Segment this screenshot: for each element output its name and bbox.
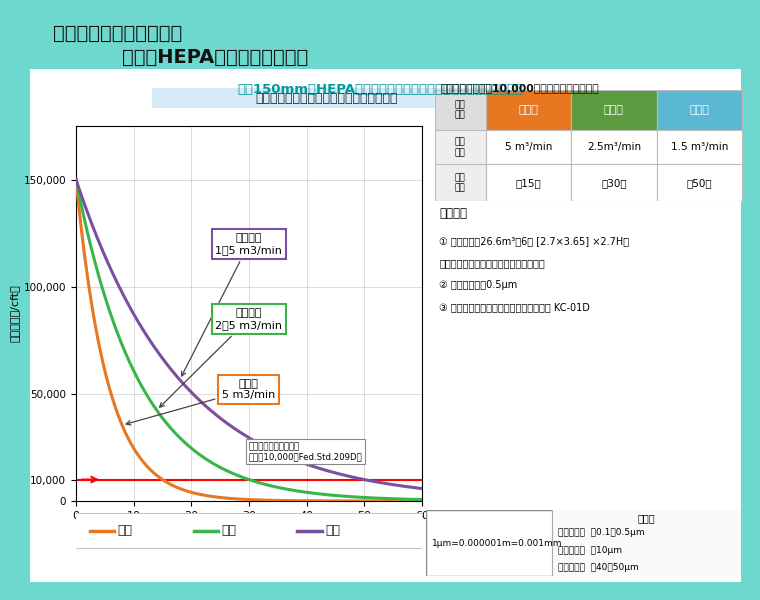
Text: 標準運転
2．5 m3/min: 標準運転 2．5 m3/min: [160, 308, 283, 407]
Text: ① 室内容積＝26.6m³（6畏 [2.7×3.65] ×2.7H）: ① 室内容積＝26.6m³（6畏 [2.7×3.65] ×2.7H）: [439, 236, 629, 246]
Text: 所要
時間: 所要 時間: [454, 173, 465, 193]
Text: 急運転
5 m3/min: 急運転 5 m3/min: [126, 379, 276, 425]
Bar: [486, 130, 571, 164]
Text: 髪の毛　　  ＝40～50μm: 髪の毛 ＝40～50μm: [558, 563, 639, 572]
Bar: [571, 130, 657, 164]
Text: 急速時: 急速時: [518, 105, 538, 115]
Text: ③ 使用計測器：パーティクルカウンター KC-01D: ③ 使用計測器：パーティクルカウンター KC-01D: [439, 302, 591, 313]
Text: （換気無し。無人密閉室内にて測定）: （換気無し。無人密閉室内にて測定）: [439, 258, 545, 268]
Bar: [571, 164, 657, 201]
Bar: [486, 164, 571, 201]
Text: 参考値: 参考値: [638, 514, 655, 523]
Text: 5 m³/min: 5 m³/min: [505, 142, 552, 152]
Text: 静音時: 静音時: [689, 105, 709, 115]
Text: 2.5m³/min: 2.5m³/min: [587, 142, 641, 152]
Bar: [435, 130, 486, 164]
X-axis label: 時間（min）: 時間（min）: [222, 525, 276, 538]
Text: 標準時: 標準時: [604, 105, 624, 115]
Text: 絀30分: 絀30分: [601, 178, 627, 188]
Text: 1μm=0.000001m=0.001mm: 1μm=0.000001m=0.001mm: [432, 539, 562, 547]
Bar: [657, 130, 743, 164]
Text: ② 粒子サイズ：0.5μm: ② 粒子サイズ：0.5μm: [439, 280, 518, 290]
Bar: [571, 90, 657, 130]
FancyBboxPatch shape: [117, 86, 537, 110]
Bar: [552, 510, 741, 576]
Text: 静音: 静音: [325, 524, 340, 538]
Text: タバコの煙  ＝0.1～0.5μm: タバコの煙 ＝0.1～0.5μm: [558, 529, 644, 538]
Bar: [435, 90, 486, 130]
FancyBboxPatch shape: [426, 510, 741, 576]
Bar: [657, 90, 743, 130]
Text: クリーンルーム使用品と: クリーンルーム使用品と: [53, 24, 182, 43]
Text: 花粉　　　  ＝10μm: 花粉 ＝10μm: [558, 545, 622, 554]
Bar: [486, 90, 571, 130]
Text: 空清
風量: 空清 風量: [454, 137, 465, 157]
FancyBboxPatch shape: [62, 513, 435, 549]
Text: 厚さ150mmのHEPAフィルタで微生物、花粉、塵埃を捕集します。: 厚さ150mmのHEPAフィルタで微生物、花粉、塵埃を捕集します。: [237, 83, 523, 96]
Text: 静音運転
1．5 m3/min: 静音運転 1．5 m3/min: [182, 233, 282, 376]
Text: 室内の実測による粒子数の減衰特性データ: 室内の実測による粒子数の減衰特性データ: [255, 92, 398, 105]
Text: 空清風量とクラス10,000に到達するまでの時間: 空清風量とクラス10,000に到達するまでの時間: [441, 84, 600, 94]
Text: 急速: 急速: [118, 524, 132, 538]
Text: 1.5 m³/min: 1.5 m³/min: [671, 142, 728, 152]
Text: 測定条件: 測定条件: [439, 207, 467, 220]
Text: 空清
風量: 空清 風量: [454, 100, 465, 119]
Text: クリーンルームレベル
クラス10,000（Fed.Std.209D）: クリーンルームレベル クラス10,000（Fed.Std.209D）: [249, 442, 363, 461]
Text: 絀50分: 絀50分: [686, 178, 712, 188]
Text: 標準: 標準: [221, 524, 236, 538]
Text: 同等のHEPAフィルタを搞載！: 同等のHEPAフィルタを搞載！: [122, 48, 308, 67]
FancyBboxPatch shape: [13, 56, 758, 595]
Bar: [657, 164, 743, 201]
Text: 絀15分: 絀15分: [515, 178, 541, 188]
Y-axis label: 粒子数（個/cft）: 粒子数（個/cft）: [9, 284, 20, 343]
Bar: [435, 164, 486, 201]
